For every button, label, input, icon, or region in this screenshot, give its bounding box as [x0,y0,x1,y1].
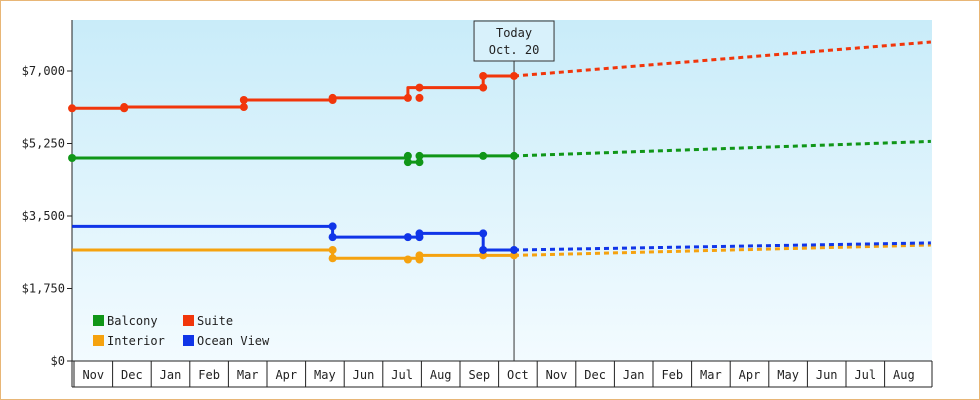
data-point [120,104,129,113]
data-point [328,254,337,263]
today-marker: Today Oct. 20 [473,20,555,361]
month-label: Jan [160,368,182,382]
data-point [510,151,519,160]
y-tick-label: $5,250 [22,137,65,151]
data-point [403,233,412,242]
month-label: Apr [739,368,761,382]
month-label: Jul [854,368,876,382]
legend-swatch [93,315,104,326]
legend-label: Balcony [107,314,158,328]
month-label: May [314,368,336,382]
forecast-line-ocean-view [513,241,931,252]
data-point [415,83,424,92]
month-label: Aug [430,368,452,382]
forecast-line-balcony [513,139,931,158]
month-label: Feb [198,368,220,382]
forecast-line-suite [513,40,932,78]
month-label: Jun [353,368,375,382]
month-label: Mar [237,368,259,382]
month-label: May [777,368,799,382]
month-label: Mar [700,368,722,382]
data-point [68,154,77,162]
month-label: Oct [507,368,529,382]
month-label: Sep [468,368,490,382]
legend-swatch [93,335,104,346]
data-point [415,158,424,167]
y-tick-label: $1,750 [22,282,65,296]
series-ocean-view [72,222,931,254]
data-point [479,245,488,254]
series-suite [68,40,932,113]
month-label: Feb [661,368,683,382]
legend-item-ocean-view: Ocean View [183,334,270,348]
month-label: Aug [893,368,915,382]
data-point [479,71,488,80]
y-tick-label: $3,500 [22,209,65,223]
today-date: Oct. 20 [489,43,540,57]
month-label: Jun [816,368,838,382]
today-label: Today [496,26,532,40]
y-tick-label: $0 [51,354,65,368]
data-point [415,93,424,102]
data-point [403,158,412,167]
data-point [510,71,519,80]
data-point [239,103,248,112]
x-axis: Nov Dec Jan Feb Mar Apr May Jun Jul Aug Sep Oct Nov D… [72,360,933,388]
month-label: Nov [82,368,104,382]
legend-swatch [183,335,194,346]
legend-swatch [183,315,194,326]
y-tick-label: $7,000 [22,64,65,78]
legend-item-interior: Interior [93,334,165,348]
data-point [403,255,412,264]
data-point [479,229,488,238]
series-layer [68,40,932,264]
data-point [328,222,337,231]
data-point [403,93,412,102]
data-point [415,151,424,160]
plot-background [72,20,932,361]
series-balcony [68,139,931,167]
month-label: Apr [275,368,297,382]
legend-label: Interior [107,334,165,348]
month-label: Jul [391,368,413,382]
data-point [328,233,337,242]
series-line-interior [72,248,514,260]
data-point [479,83,488,92]
data-point [328,93,337,102]
month-label: Jan [623,368,645,382]
month-label: Dec [121,368,143,382]
forecast-line-interior [513,243,931,257]
legend-label: Ocean View [197,334,270,348]
legend: Balcony Suite Interior Ocean View [93,314,270,348]
data-point [415,251,424,260]
legend-item-balcony: Balcony [93,314,158,328]
month-label: Dec [584,368,606,382]
y-axis: $0 $1,750 $3,500 $5,250 $7,000 [22,20,73,387]
data-point [328,245,337,254]
data-point [68,104,77,113]
data-point [510,245,519,254]
today-box [473,20,555,62]
data-point [415,229,424,238]
month-label: Nov [546,368,568,382]
data-point [403,151,412,160]
legend-label: Suite [197,314,233,328]
legend-item-suite: Suite [183,314,233,328]
data-point [479,151,488,160]
data-point [239,96,248,104]
